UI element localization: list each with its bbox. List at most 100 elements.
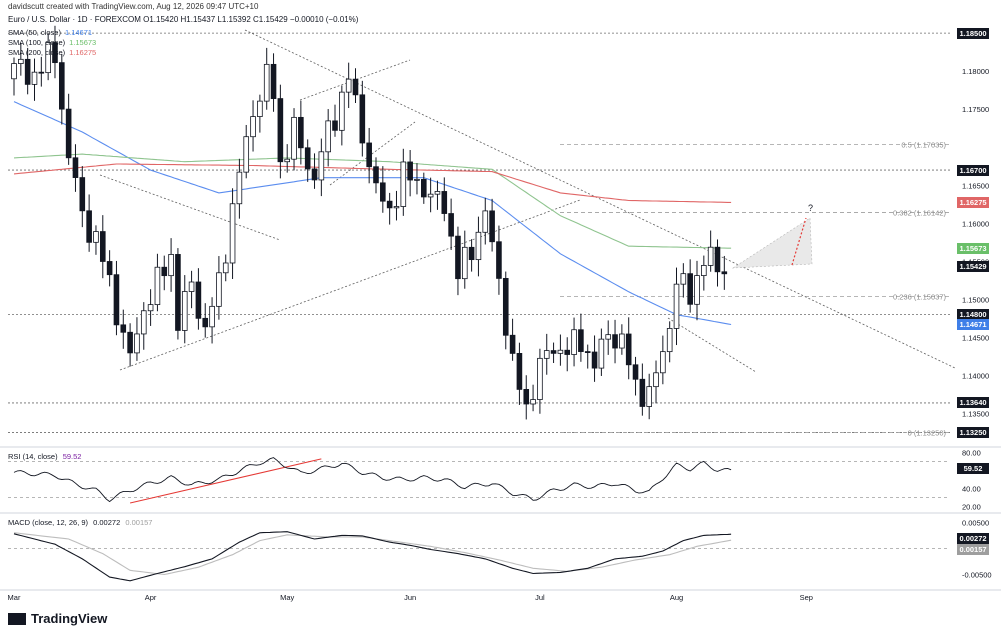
legend-sma-200-value: 1.16275 [69, 48, 97, 57]
legend-sma-50-label: SMA (50, close) [8, 28, 61, 37]
candle-body [79, 177, 86, 212]
candle-body [687, 273, 693, 305]
time-axis-tick: Sep [800, 593, 813, 602]
candle-body [195, 281, 202, 319]
candle-body [86, 210, 92, 243]
candle-body [216, 272, 222, 307]
rsi-axis-tick: 20.00 [962, 503, 981, 512]
candle-body [366, 142, 372, 168]
candle-body [666, 328, 673, 353]
candle-body [660, 351, 666, 374]
candle-body [578, 329, 584, 352]
legend-sma-50: SMA (50, close) 1.14671 [8, 28, 92, 38]
candle-body [332, 120, 338, 131]
candle-body [455, 235, 461, 280]
candle-body [400, 161, 407, 207]
time-axis-tick: Jul [535, 593, 545, 602]
candle-body [414, 178, 420, 181]
rsi-value-tag: 59.52 [957, 463, 989, 474]
macd-line [13, 531, 732, 582]
projection-zone [731, 217, 813, 269]
projection-arrow [791, 217, 807, 266]
tradingview-brand: TradingView [31, 611, 108, 626]
candle-body [537, 357, 543, 400]
legend-sma-100: SMA (100, close) 1.15673 [8, 38, 96, 48]
candle-body [202, 317, 209, 328]
legend-sma-100-label: SMA (100, close) [8, 38, 66, 47]
candle-body [680, 273, 687, 285]
sma-line [13, 101, 732, 326]
rsi-pane-title: RSI (14, close) 59.52 [8, 452, 81, 461]
candle-body [181, 291, 188, 331]
candle-body [291, 116, 297, 160]
time-axis-tick: Mar [8, 593, 21, 602]
macd-axis-tick: 0.00500 [962, 518, 989, 527]
candle-body [168, 254, 174, 277]
candle-body [127, 331, 133, 354]
candle-body [461, 246, 468, 280]
candle-body [509, 334, 516, 354]
candle-body [386, 200, 393, 209]
legend-sma-100-value: 1.15673 [69, 38, 97, 47]
candle-body [339, 91, 345, 131]
time-axis-tick: May [280, 593, 294, 602]
rsi-axis-tick: 40.00 [962, 485, 981, 494]
macd-title: MACD (close, 12, 26, 9) [8, 518, 89, 527]
candle-body [229, 203, 236, 264]
candle-body [373, 166, 379, 184]
price-tag: 1.14671 [957, 319, 989, 330]
candle-body [45, 42, 51, 74]
candle-body [250, 116, 256, 138]
candle-body [72, 157, 79, 178]
time-axis-tick: Apr [145, 593, 157, 602]
candle-body [407, 161, 413, 181]
candle-body [298, 116, 304, 149]
candle-body [550, 350, 557, 354]
candle-body [59, 62, 65, 110]
candle-body [113, 274, 120, 326]
candle-body [284, 158, 290, 163]
candle-body [448, 213, 454, 237]
candle-body [427, 193, 434, 198]
candle-body [591, 351, 598, 369]
sma-line [13, 163, 732, 203]
trend-line [299, 59, 411, 101]
macd-pane-title: MACD (close, 12, 26, 9) 0.00272 0.00157 [8, 518, 152, 527]
candle-body [468, 246, 475, 261]
legend-sma-50-value: 1.14671 [64, 28, 93, 37]
candle-body [475, 231, 482, 261]
candle-body [120, 324, 127, 333]
candle-body [502, 278, 509, 336]
rsi-axis-tick: 80.00 [962, 449, 981, 458]
candle-body [701, 265, 707, 276]
tradingview-logo-icon [8, 612, 26, 625]
fib-level-label: 0 (1.13250) [908, 429, 947, 438]
candle-body [420, 178, 427, 198]
candle-body [106, 261, 113, 276]
candle-body [598, 338, 605, 369]
price-tag: 1.13640 [957, 397, 989, 409]
macd-value: 0.00272 [93, 518, 121, 527]
candle-body [632, 364, 639, 380]
candle-body [441, 191, 448, 214]
fib-level-label: 0.5 (1.17035) [901, 141, 946, 150]
tradingview-logo: TradingView [8, 611, 107, 626]
signal-value-tag: 0.00157 [957, 544, 989, 555]
candle-body [99, 231, 106, 262]
price-tag: 1.16275 [957, 196, 989, 208]
chart-credit: davidscutt created with TradingView.com,… [8, 2, 259, 11]
trend-line [119, 199, 581, 371]
candle-body [564, 349, 571, 355]
candle-body [243, 136, 250, 173]
candle-body [434, 191, 441, 195]
macd-value-tag: 0.00272 [957, 533, 989, 544]
candle-body [352, 78, 359, 96]
candle-body [653, 372, 659, 388]
candle-body [530, 399, 536, 405]
candle-body [571, 329, 577, 355]
legend-sma-200-label: SMA (200, close) [8, 48, 66, 57]
candle-body [93, 231, 99, 243]
candle-body [236, 171, 243, 205]
price-axis-tick: 1.15000 [962, 295, 989, 304]
